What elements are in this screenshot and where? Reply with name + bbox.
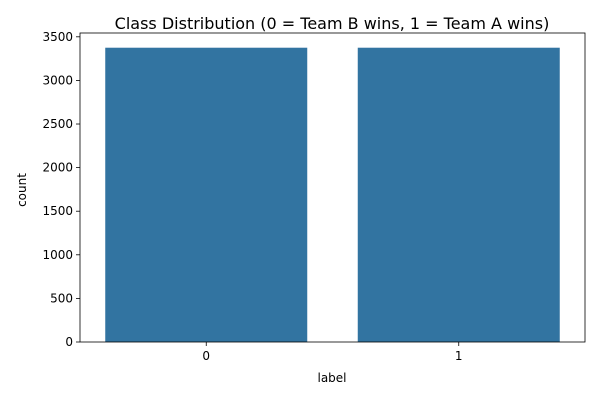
y-tick-label: 2000 [42, 161, 73, 175]
y-tick-label: 3500 [42, 30, 73, 44]
chart-title: Class Distribution (0 = Team B wins, 1 =… [115, 14, 550, 33]
y-tick-label: 500 [50, 291, 73, 305]
y-tick-label: 1000 [42, 248, 73, 262]
bar-1 [357, 47, 560, 343]
y-tick-label: 1500 [42, 204, 73, 218]
y-axis-label: count [15, 173, 29, 207]
bar-0 [105, 47, 308, 343]
y-tick-label: 3000 [42, 73, 73, 87]
y-tick-label: 2500 [42, 117, 73, 131]
bars-group [105, 47, 560, 343]
x-tick-label: 0 [202, 349, 210, 363]
plot-frame [79, 32, 586, 343]
x-axis-label: label [317, 371, 346, 385]
x-tick-label: 1 [455, 349, 463, 363]
y-tick-label: 0 [65, 335, 73, 349]
y-axis-ticks: 0 500 1000 1500 2000 2500 3000 3500 [42, 30, 80, 349]
